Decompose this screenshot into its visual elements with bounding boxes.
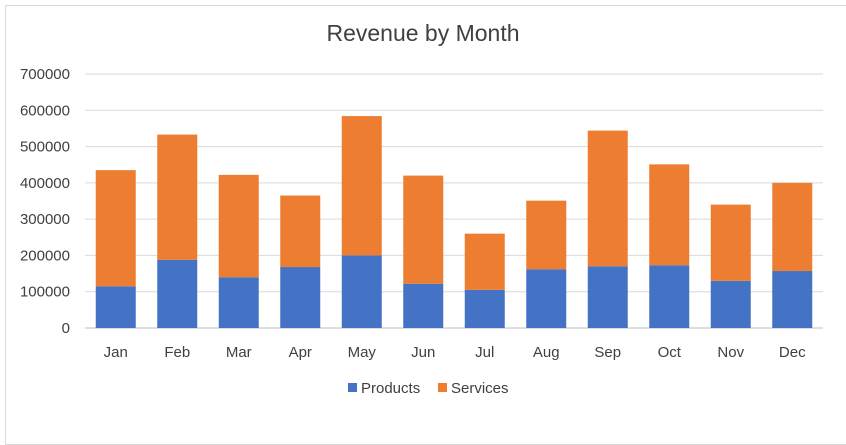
y-tick-label: 300000 [20, 211, 70, 228]
x-tick-label: Jun [411, 344, 435, 361]
gridlines [85, 73, 823, 329]
bar-services-feb [157, 134, 198, 260]
chart-title: Revenue by Month [326, 20, 520, 46]
bar-products-feb [157, 259, 198, 328]
bar-services-jun [403, 175, 444, 284]
y-axis: 0 100000 200000 300000 400000 500000 600000 700… [20, 66, 70, 337]
x-tick-label: Oct [658, 344, 682, 361]
legend-label-services: Services [451, 380, 509, 397]
bar-services-mar [218, 174, 259, 278]
x-tick-label: Apr [289, 344, 312, 361]
bar-products-mar [218, 277, 259, 328]
bar-products-aug [526, 269, 567, 328]
legend: Products Services [348, 380, 509, 397]
bar-products-apr [280, 267, 321, 328]
y-tick-label: 0 [62, 320, 70, 337]
x-tick-label: Aug [533, 344, 560, 361]
y-tick-label: 200000 [20, 247, 70, 264]
x-tick-label: Sep [594, 344, 621, 361]
x-tick-label: Dec [779, 344, 806, 361]
y-tick-label: 400000 [20, 175, 70, 192]
y-tick-label: 600000 [20, 102, 70, 119]
x-axis: Jan Feb Mar Apr May Jun Jul Aug Sep Oct Nov Dec [104, 344, 806, 361]
bar-products-nov [710, 280, 751, 328]
bar-services-may [341, 116, 382, 256]
bar-products-sep [587, 266, 628, 328]
bar-services-jul [464, 233, 505, 290]
legend-swatch-products [348, 383, 357, 392]
bar-products-jun [403, 283, 444, 328]
bars [95, 116, 813, 328]
bar-products-oct [649, 265, 690, 328]
bar-services-nov [710, 204, 751, 281]
x-tick-label: Mar [226, 344, 252, 361]
x-tick-label: Nov [717, 344, 744, 361]
x-tick-label: May [348, 344, 377, 361]
y-tick-label: 500000 [20, 139, 70, 156]
bar-services-apr [280, 195, 321, 268]
bar-products-jul [464, 289, 505, 328]
x-tick-label: Jul [475, 344, 494, 361]
y-tick-label: 700000 [20, 66, 70, 83]
x-tick-label: Feb [164, 344, 190, 361]
bar-services-sep [587, 130, 628, 267]
bar-products-jan [95, 286, 136, 328]
bar-services-jan [95, 170, 136, 287]
legend-swatch-services [438, 383, 447, 392]
bar-services-dec [772, 182, 813, 272]
bar-products-dec [772, 271, 813, 328]
bar-products-may [341, 255, 382, 328]
x-tick-label: Jan [104, 344, 128, 361]
bar-services-oct [649, 164, 690, 266]
y-tick-label: 100000 [20, 284, 70, 301]
legend-label-products: Products [361, 380, 420, 397]
bar-services-aug [526, 200, 567, 270]
chart-canvas: 0 100000 200000 300000 400000 500000 600000 700… [20, 66, 823, 397]
